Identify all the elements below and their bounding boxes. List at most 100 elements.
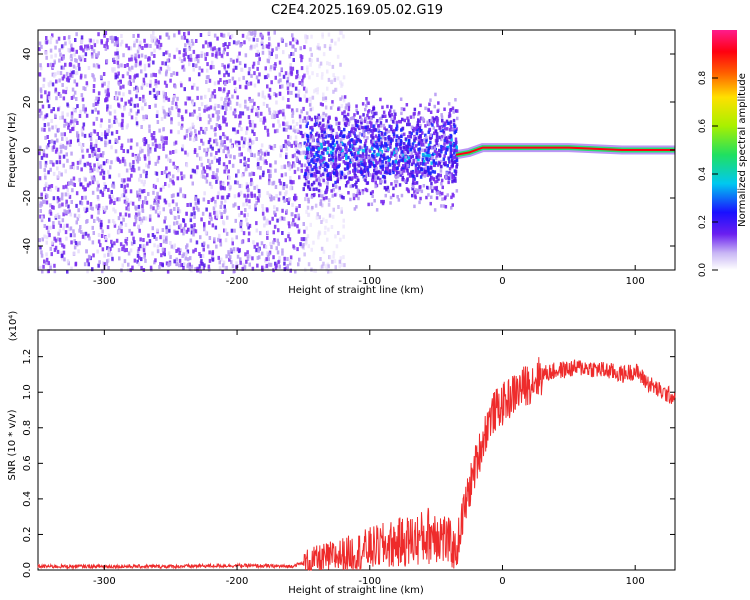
heatmap-cell: [73, 239, 76, 244]
heatmap-cell: [78, 56, 82, 61]
heatmap-cell: [74, 109, 77, 114]
heatmap-cell: [129, 108, 133, 113]
heatmap-cell: [223, 87, 226, 92]
heatmap-cell: [242, 75, 245, 80]
heatmap-cell: [374, 184, 377, 189]
heatmap-cell: [242, 144, 245, 149]
heatmap-cell: [183, 57, 186, 62]
heatmap-cell: [266, 84, 269, 89]
heatmap-cell: [152, 88, 156, 93]
heatmap-cell: [313, 172, 316, 176]
heatmap-cell: [52, 63, 55, 68]
heatmap-cell: [440, 178, 444, 183]
heatmap-cell: [363, 158, 366, 163]
heatmap-cell: [271, 48, 274, 53]
heatmap-cell: [218, 157, 221, 162]
heatmap-cell: [337, 205, 340, 209]
heatmap-cell: [218, 160, 221, 165]
heatmap-cell: [205, 80, 208, 84]
heatmap-cell: [74, 241, 78, 245]
heatmap-cell: [294, 47, 297, 52]
heatmap-cell: [197, 207, 200, 212]
heatmap-cell: [426, 153, 429, 158]
heatmap-cell: [153, 94, 156, 99]
heatmap-cell: [340, 30, 343, 35]
heatmap-cell: [305, 209, 308, 214]
heatmap-cell: [322, 52, 326, 57]
heatmap-cell: [191, 85, 194, 90]
heatmap-cell: [99, 222, 103, 227]
heatmap-cell: [344, 184, 348, 188]
heatmap-cell: [187, 227, 190, 232]
heatmap-cell: [226, 152, 230, 157]
heatmap-cell: [450, 206, 453, 210]
heatmap-cell: [86, 44, 89, 49]
heatmap-cell: [355, 139, 358, 144]
heatmap-cell: [416, 152, 420, 156]
heatmap-cell: [82, 107, 85, 112]
heatmap-cell: [366, 136, 369, 140]
heatmap-cell: [276, 218, 279, 223]
heatmap-cell: [444, 122, 447, 126]
heatmap-cell: [100, 132, 104, 137]
heatmap-cell: [218, 210, 222, 215]
heatmap-cell: [92, 63, 96, 68]
heatmap-cell: [62, 244, 66, 249]
heatmap-cell: [70, 53, 73, 58]
heatmap-cell: [208, 250, 211, 255]
heatmap-cell: [143, 38, 146, 43]
heatmap-cell: [137, 212, 141, 217]
heatmap-cell: [59, 223, 62, 228]
heatmap-cell: [48, 127, 51, 132]
heatmap-cell: [213, 46, 216, 51]
heatmap-cell: [301, 82, 304, 87]
heatmap-cell: [106, 259, 109, 264]
heatmap-cell: [55, 147, 59, 152]
heatmap-cell: [117, 102, 120, 107]
heatmap-cell: [440, 144, 443, 149]
heatmap-cell: [317, 170, 321, 174]
heatmap-cell: [67, 125, 70, 130]
heatmap-cell: [123, 259, 127, 264]
heatmap-cell: [155, 236, 158, 241]
heatmap-cell: [237, 249, 241, 254]
heatmap-cell: [276, 250, 280, 255]
heatmap-cell: [319, 163, 323, 167]
heatmap-cell: [68, 227, 71, 232]
heatmap-cell: [118, 91, 121, 96]
heatmap-cell: [236, 180, 239, 185]
heatmap-cell: [147, 192, 150, 196]
heatmap-cell: [165, 235, 168, 240]
heatmap-cell: [304, 119, 308, 124]
heatmap-cell: [452, 148, 455, 152]
heatmap-cell: [399, 142, 402, 146]
heatmap-cell: [178, 108, 181, 113]
heatmap-cell: [93, 77, 96, 82]
heatmap-cell: [359, 124, 362, 129]
heatmap-cell: [143, 142, 146, 147]
heatmap-cell: [139, 173, 142, 178]
heatmap-cell: [365, 104, 368, 108]
heatmap-cell: [275, 207, 279, 212]
heatmap-cell: [122, 92, 125, 97]
heatmap-cell: [309, 131, 313, 136]
heatmap-cell: [153, 200, 156, 205]
heatmap-cell: [333, 77, 337, 82]
heatmap-cell: [157, 195, 160, 200]
heatmap-cell: [82, 232, 85, 237]
heatmap-cell: [383, 147, 387, 151]
heatmap-cell: [320, 246, 324, 251]
heatmap-cell: [65, 199, 68, 204]
heatmap-cell: [268, 220, 272, 225]
heatmap-cell: [39, 66, 43, 71]
heatmap-cell: [360, 162, 364, 167]
heatmap-cell: [91, 168, 94, 173]
heatmap-cell: [166, 64, 170, 69]
heatmap-cell: [429, 171, 432, 175]
heatmap-cell: [269, 241, 272, 246]
heatmap-cell: [318, 121, 322, 126]
heatmap-cell: [414, 163, 418, 167]
heatmap-cell: [196, 115, 200, 120]
heatmap-cell: [181, 254, 184, 258]
heatmap-cell: [347, 134, 351, 139]
